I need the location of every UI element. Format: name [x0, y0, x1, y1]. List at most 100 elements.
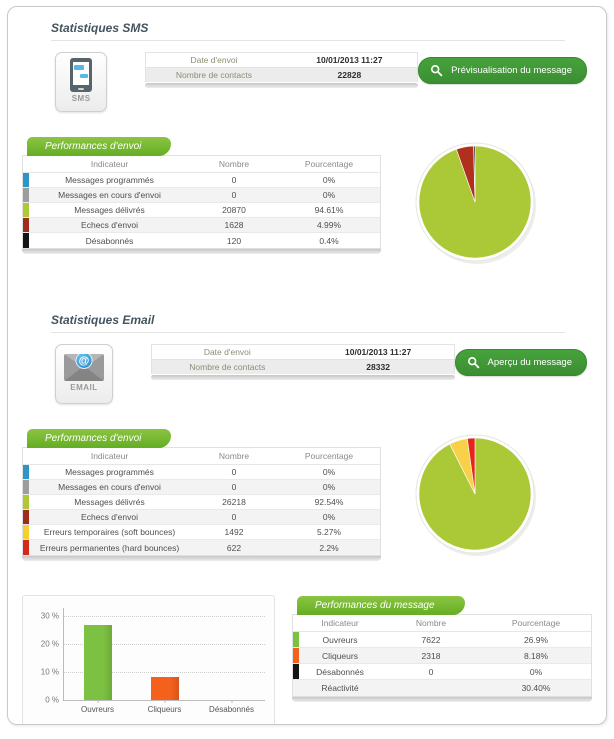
message-bar-chart: 30 % 20 % 10 % 0 % Ouvreurs Cliqueurs Désabonn…	[41, 608, 265, 714]
contacts-value: 28332	[366, 362, 390, 372]
table-row: Messages programmés 0 0%	[23, 465, 380, 480]
sms-performance-table: Indicateur Nombre Pourcentage Messages prog…	[22, 155, 381, 249]
contacts-label: Nombre de contacts	[189, 362, 266, 372]
email-preview-button[interactable]: Aperçu du message	[454, 349, 587, 376]
row-color-strip	[23, 233, 29, 248]
y-axis-tick-label: 30 %	[40, 611, 59, 621]
contacts-label: Nombre de contacts	[175, 70, 252, 80]
bar-chart-card: 30 % 20 % 10 % 0 % Ouvreurs Cliqueurs Désabonn…	[22, 595, 275, 724]
smartphone-icon	[70, 58, 93, 92]
x-axis-tick	[97, 700, 98, 703]
bottom-row: 30 % 20 % 10 % 0 % Ouvreurs Cliqueurs Désabonn…	[22, 595, 592, 724]
table-row: Messages délivrés 26218 92.54%	[23, 495, 380, 510]
table-shadow	[292, 697, 592, 702]
sms-preview-button-label: Prévisualisation du message	[451, 65, 572, 76]
indicator-count: 0	[231, 512, 237, 522]
contacts-value: 22828	[337, 70, 362, 80]
column-header: Nombre	[218, 451, 250, 461]
row-color-strip	[23, 173, 29, 187]
column-header: Indicateur	[90, 451, 129, 461]
x-axis-category-label: Cliqueurs	[147, 705, 182, 714]
indicator-label: Cliqueurs	[322, 650, 358, 661]
email-date-row: Date d'envoi 10/01/2013 11:27	[150, 344, 455, 359]
row-color-strip	[293, 632, 299, 647]
row-color-strip	[23, 510, 29, 524]
indicator-percent: 8.18%	[523, 650, 549, 661]
sms-pie-chart	[415, 142, 536, 264]
table-row: Messages délivrés 20870 94.61%	[23, 203, 380, 218]
indicator-label: Messages délivrés	[74, 205, 145, 215]
indicator-label: Messages programmés	[65, 175, 154, 185]
email-pie-chart	[415, 434, 536, 556]
indicator-label: Erreurs temporaires (soft bounces)	[43, 527, 176, 537]
indicator-count: 0	[231, 467, 237, 477]
indicator-percent: 0%	[322, 512, 336, 522]
column-header: Indicateur	[321, 618, 359, 628]
email-header-row: @ EMAIL Date d'envoi 10/01/2013 11:27 No…	[55, 344, 589, 404]
email-contacts-row: Nombre de contacts 28332	[150, 359, 455, 374]
date-envoi-value: 10/01/2013 11:27	[316, 55, 383, 65]
column-header: Nombre	[218, 159, 250, 169]
indicator-percent: 26.9%	[523, 634, 549, 645]
message-performance-table: Indicateur Nombre Pourcentage Ouvreurs 7622 2…	[292, 614, 592, 697]
message-performance-panel: Performances du message Indicateur Nombre…	[292, 595, 592, 724]
row-color-strip	[23, 218, 29, 232]
email-panel-tab: Performances d'envoi	[27, 429, 172, 448]
message-panel-tab: Performances du message	[297, 596, 465, 615]
indicator-label: Messages délivrés	[74, 497, 145, 507]
indicator-percent: 0.4%	[319, 235, 339, 246]
indicator-percent: 0%	[322, 175, 336, 185]
sms-performance-row: Performances d'envoi Indicateur Nombre Pou…	[22, 136, 593, 273]
sms-date-row: Date d'envoi 10/01/2013 11:27	[145, 52, 419, 67]
indicator-count: 2318	[421, 650, 441, 661]
indicator-percent: 0%	[322, 190, 336, 200]
table-row: Messages en cours d'envoi 0 0%	[23, 480, 380, 495]
indicator-count: 0	[231, 190, 237, 200]
indicator-label: Réactivité	[321, 683, 359, 693]
row-color-strip	[23, 525, 29, 539]
section-title-email: Statistiques Email	[51, 313, 565, 333]
row-color-strip	[23, 188, 29, 202]
indicator-label: Messages en cours d'envoi	[58, 482, 161, 492]
email-icon-card[interactable]: @ EMAIL	[55, 344, 113, 404]
dashboard-page: Statistiques SMS SMS Date d'envoi 10/01/…	[7, 6, 607, 725]
sms-preview-button[interactable]: Prévisualisation du message	[418, 57, 587, 84]
indicator-count: 20870	[222, 205, 246, 215]
x-axis-category-label: Désabonnés	[209, 705, 254, 714]
magnifier-icon	[431, 64, 443, 77]
indicator-count: 0	[231, 175, 237, 185]
sms-icon-card[interactable]: SMS	[55, 52, 108, 112]
row-color-strip	[23, 480, 29, 494]
indicator-count: 0	[231, 482, 237, 492]
x-axis-tick	[231, 700, 232, 703]
table-row: Messages en cours d'envoi 0 0%	[23, 188, 380, 203]
table-header-row: Indicateur Nombre Pourcentage	[293, 615, 591, 632]
indicator-percent: 4.99%	[316, 220, 342, 230]
row-color-strip	[293, 664, 299, 679]
row-color-strip	[23, 465, 29, 479]
x-axis-category-label: Ouvreurs	[81, 705, 114, 714]
sms-icon-caption: SMS	[71, 94, 91, 103]
table-row: Désabonnés 120 0.4%	[23, 233, 380, 248]
table-row: Erreurs permanentes (hard bounces) 622 2.2…	[23, 540, 380, 555]
indicator-count: 7622	[421, 634, 441, 645]
section-title-sms: Statistiques SMS	[51, 21, 565, 41]
column-header: Pourcentage	[304, 159, 354, 169]
table-shadow	[22, 249, 381, 254]
table-row: Cliqueurs 2318 8.18%	[293, 648, 591, 664]
indicator-label: Messages en cours d'envoi	[58, 190, 161, 200]
gridline	[64, 644, 265, 646]
indicator-label: Messages programmés	[65, 467, 154, 477]
bar-ouvreurs	[83, 625, 112, 700]
y-axis-tick-label: 20 %	[40, 639, 59, 649]
indicator-label: Echecs d'envoi	[81, 220, 138, 230]
table-shadow	[145, 83, 419, 88]
table-row: Désabonnés 0 0%	[293, 664, 591, 680]
sms-header-row: SMS Date d'envoi 10/01/2013 11:27 Nombre…	[55, 52, 589, 112]
indicator-label: Ouvreurs	[322, 634, 358, 645]
indicator-count: 120	[226, 235, 242, 246]
row-color-strip	[23, 495, 29, 509]
email-pie-box	[397, 426, 593, 565]
indicator-count: 0	[428, 666, 434, 677]
gridline	[64, 672, 265, 674]
